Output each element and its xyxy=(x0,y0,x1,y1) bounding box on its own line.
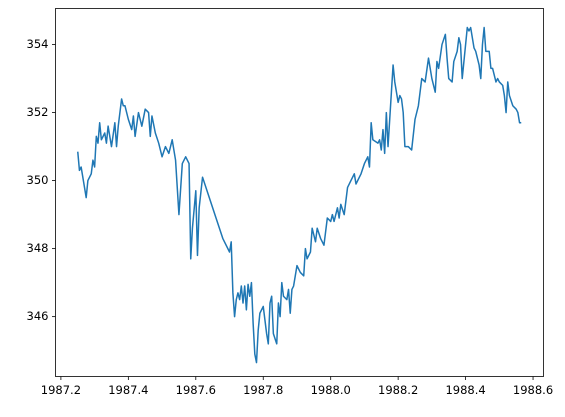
x-tick-label: 1987.2 xyxy=(41,383,81,397)
y-tick-label: 350 xyxy=(27,173,49,187)
x-tick-label: 1987.6 xyxy=(176,383,216,397)
data-line xyxy=(77,26,522,364)
x-tick-label: 1988.0 xyxy=(311,383,351,397)
x-tick-label: 1987.4 xyxy=(108,383,148,397)
y-tick-label: 352 xyxy=(27,105,49,119)
x-tick-label: 1987.8 xyxy=(243,383,283,397)
y-tick-label: 346 xyxy=(27,309,49,323)
y-tick-label: 354 xyxy=(27,37,49,51)
plot-frame xyxy=(55,8,544,377)
x-tick-label: 1988.4 xyxy=(445,383,485,397)
y-tick-label: 348 xyxy=(27,241,49,255)
x-tick-label: 1988.6 xyxy=(513,383,553,397)
x-tick-label: 1988.2 xyxy=(378,383,418,397)
